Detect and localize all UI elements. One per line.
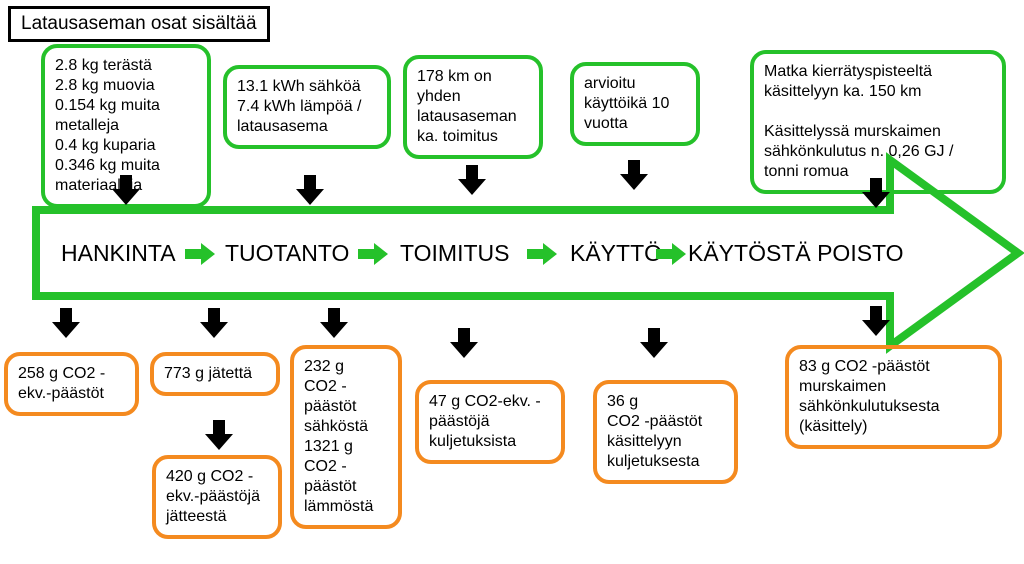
arrow-down-icon <box>296 175 324 205</box>
chevron-right-icon <box>656 243 686 265</box>
stage-hankinta: HANKINTA <box>61 240 176 267</box>
box-transport-co2: 36 g CO2 -päästöt käsittelyyn kuljetukse… <box>593 380 738 484</box>
stage-toimitus: TOIMITUS <box>400 240 509 267</box>
stage-tuotanto: TUOTANTO <box>225 240 349 267</box>
chevron-right-icon <box>185 243 215 265</box>
stage-kaytto: KÄYTTÖ <box>570 240 662 267</box>
arrow-down-icon <box>200 308 228 338</box>
arrow-down-icon <box>458 165 486 195</box>
arrow-down-icon <box>450 328 478 358</box>
arrow-down-icon <box>112 175 140 205</box>
box-use: arvioitu käyttöikä 10 vuotta <box>570 62 700 146</box>
box-energy: 13.1 kWh sähköä 7.4 kWh lämpöä / latausa… <box>223 65 391 149</box>
box-eol: Matka kierrätyspisteeltä käsittelyyn ka.… <box>750 50 1006 194</box>
arrow-down-icon <box>862 178 890 208</box>
arrow-down-icon <box>640 328 668 358</box>
box-waste: 773 g jätettä <box>150 352 280 396</box>
box-hankinta-co2: 258 g CO2 -ekv.-päästöt <box>4 352 139 416</box>
box-waste-co2: 420 g CO2 -ekv.-päästöjä jätteestä <box>152 455 282 539</box>
arrow-down-icon <box>52 308 80 338</box>
box-toimitus-co2: 47 g CO2-ekv. -päästöjä kuljetuksista <box>415 380 565 464</box>
chevron-right-icon <box>358 243 388 265</box>
arrow-down-icon <box>320 308 348 338</box>
arrow-down-icon <box>620 160 648 190</box>
stage-poisto: KÄYTÖSTÄ POISTO <box>688 240 904 267</box>
box-poisto-co2: 83 g CO2 -päästöt murskaimen sähkönkulut… <box>785 345 1002 449</box>
box-delivery: 178 km on yhden latausaseman ka. toimitu… <box>403 55 543 159</box>
chevron-right-icon <box>527 243 557 265</box>
arrow-down-icon <box>862 306 890 336</box>
arrow-down-icon <box>205 420 233 450</box>
box-tuotanto-co2: 232 g CO2 -päästöt sähköstä 1321 g CO2 -… <box>290 345 402 529</box>
